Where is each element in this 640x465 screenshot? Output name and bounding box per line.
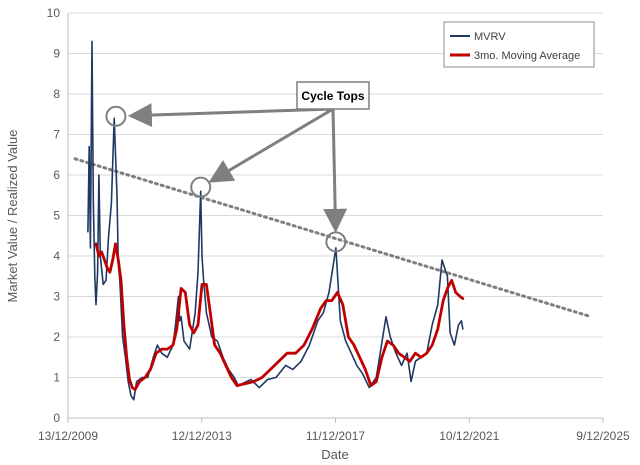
y-tick-label: 7 — [53, 128, 60, 142]
moving-average-series-line — [94, 242, 465, 392]
x-tick-label: 13/12/2009 — [38, 429, 98, 443]
series-group — [87, 40, 465, 401]
callout-box — [296, 81, 370, 110]
legend: MVRV 3mo. Moving Average — [443, 21, 595, 68]
callout-arrow — [323, 108, 348, 233]
trendline — [73, 157, 593, 319]
legend-label: 3mo. Moving Average — [474, 50, 580, 62]
x-tick-label: 9/12/2025 — [576, 429, 630, 443]
y-tick-label: 1 — [53, 371, 60, 385]
y-tick-label: 6 — [53, 168, 60, 182]
x-tick-label: 10/12/2021 — [439, 429, 499, 443]
y-tick-label: 4 — [53, 249, 60, 263]
y-axis-title: Market Value / Realized Value — [5, 130, 20, 303]
y-axis: 0 1 2 3 4 5 6 7 8 9 10 — [47, 6, 61, 425]
cycle-tops-callout: Cycle Tops — [105, 81, 370, 253]
y-tick-label: 10 — [47, 6, 61, 20]
y-tick-label: 9 — [53, 47, 60, 61]
y-tick-label: 8 — [53, 87, 60, 101]
callout-arrow — [127, 103, 334, 128]
cycle-top-marker-circle — [105, 105, 127, 127]
cycle-top-marker-circle — [190, 176, 212, 198]
cycle-top-marker-circle — [325, 231, 347, 253]
mvrv-series-line — [87, 40, 464, 401]
dotted-trendline — [73, 157, 593, 319]
x-axis: 13/12/2009 12/12/2013 11/12/2017 10/12/2021… — [38, 418, 630, 443]
x-tick-label: 12/12/2013 — [172, 429, 232, 443]
x-tick-label: 11/12/2017 — [306, 429, 365, 443]
x-axis-title: Date — [321, 447, 348, 462]
legend-label: MVRV — [474, 31, 506, 43]
y-tick-label: 3 — [53, 290, 60, 304]
callout-arrow — [208, 107, 334, 183]
y-tick-label: 0 — [53, 411, 60, 425]
legend-box — [443, 21, 595, 68]
y-tick-label: 2 — [53, 330, 60, 344]
callout-label: Cycle Tops — [301, 89, 364, 103]
y-tick-label: 5 — [53, 209, 60, 223]
